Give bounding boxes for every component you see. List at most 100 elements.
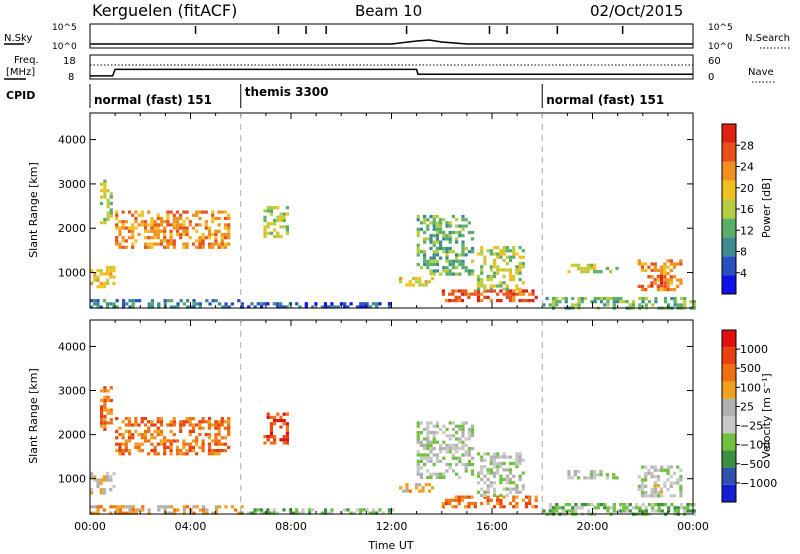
scatter-cell (211, 242, 215, 246)
scatter-cell (127, 420, 132, 424)
scatter-cell (399, 277, 403, 281)
scatter-cell (679, 494, 683, 498)
scatter-cell (150, 220, 154, 224)
scatter-cell (429, 246, 433, 251)
scatter-cell (486, 477, 490, 482)
scatter-cell (201, 445, 205, 449)
scatter-cell (666, 259, 670, 263)
scatter-cell (651, 503, 655, 507)
scatter-cell (442, 234, 446, 238)
scatter-cell (202, 508, 206, 512)
scatter-cell (622, 509, 626, 513)
scatter-cell (131, 305, 135, 309)
scatter-cell (603, 296, 607, 301)
scatter-cell (147, 229, 151, 233)
scatter-cell (571, 296, 575, 301)
velocity-colorbar-label: Velocity [m s⁻¹] (760, 373, 773, 458)
scatter-cell (150, 436, 154, 440)
scatter-cell (508, 481, 513, 485)
beam-title: Beam 10 (355, 2, 422, 20)
scatter-cell (378, 302, 382, 306)
scatter-cell (666, 465, 670, 469)
scatter-cell (471, 272, 475, 276)
scatter-cell (153, 242, 157, 246)
scatter-cell (106, 272, 110, 276)
scatter-cell (489, 287, 493, 291)
scatter-cell (175, 216, 180, 221)
scatter-cell (227, 417, 231, 421)
scatter-cell (349, 302, 353, 306)
scatter-cell (458, 272, 462, 276)
scatter-cell (656, 475, 661, 479)
scatter-cell (567, 473, 571, 477)
scatter-cell (220, 436, 224, 440)
scatter-cell (657, 503, 661, 507)
scatter-cell (185, 210, 189, 214)
scatter-cell (121, 452, 125, 456)
scatter-cell (471, 230, 475, 235)
scatter-cell (548, 503, 552, 507)
scatter-cell (489, 458, 493, 462)
scatter-cell (99, 488, 103, 492)
scatter-cell (109, 265, 113, 270)
scatter-cell (593, 270, 597, 274)
scatter-cell (275, 511, 280, 515)
scatter-cell (333, 305, 337, 309)
scatter-cell (458, 262, 462, 267)
scatter-cell (127, 210, 132, 214)
scatter-cell (676, 262, 680, 266)
scatter-cell (163, 442, 167, 446)
scatter-cell (175, 449, 180, 453)
scatter-cell (240, 505, 244, 509)
scatter-cell (524, 501, 529, 506)
scatter-cell (418, 483, 422, 487)
scatter-cell (524, 299, 529, 303)
scatter-cell (223, 442, 228, 446)
scatter-cell (683, 303, 687, 307)
scatter-cell (676, 481, 680, 485)
scatter-cell (124, 245, 128, 249)
scatter-cell (90, 269, 94, 273)
scatter-cell (455, 240, 459, 244)
scatter-cell (555, 296, 559, 301)
scatter-cell (528, 498, 532, 502)
scatter-cell (679, 484, 683, 488)
scatter-cell (175, 226, 180, 230)
scatter-cell (471, 469, 475, 473)
scatter-cell (448, 434, 452, 438)
scatter-cell (279, 305, 283, 309)
scatter-cell (156, 452, 160, 456)
scatter-cell (432, 447, 436, 451)
scatter-cell (467, 434, 471, 438)
scatter-cell (457, 299, 461, 303)
scatter-cell (115, 210, 119, 214)
scatter-cell (103, 395, 107, 399)
scatter-cell (640, 491, 645, 495)
scatter-cell (663, 481, 667, 485)
scatter-cell (461, 250, 465, 254)
scatter-cell (147, 305, 151, 309)
scatter-cell (269, 435, 273, 439)
scatter-cell (534, 495, 538, 499)
scatter-cell (124, 429, 128, 433)
scatter-cell (508, 255, 513, 259)
scatter-cell (508, 455, 513, 459)
scatter-cell (461, 431, 465, 435)
scatter-cell (492, 493, 497, 498)
scatter-cell (442, 218, 446, 222)
scatter-cell (432, 463, 436, 467)
scatter-cell (106, 265, 110, 270)
scatter-cell (211, 423, 215, 427)
scatter-cell (656, 278, 661, 282)
scatter-cell (150, 223, 154, 227)
scatter-cell (220, 420, 224, 424)
scatter-cell (489, 265, 493, 269)
scatter-cell (163, 505, 167, 509)
scatter-cell (448, 262, 452, 267)
scatter-cell (295, 302, 299, 306)
scatter-cell (147, 302, 151, 306)
power-colorbar-swatch (722, 275, 736, 294)
scatter-cell (188, 433, 192, 437)
scatter-cell (455, 218, 459, 222)
scatter-cell (672, 481, 677, 485)
